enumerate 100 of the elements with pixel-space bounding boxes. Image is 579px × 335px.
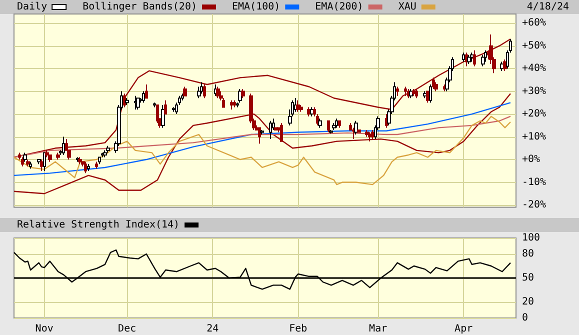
candlestick: [280, 122, 283, 142]
candlestick: [233, 100, 236, 108]
candlestick: [357, 129, 361, 133]
candlestick: [432, 77, 435, 90]
candlestick: [161, 104, 165, 128]
candlestick: [164, 100, 167, 115]
candlestick: [98, 156, 101, 165]
candlestick: [56, 152, 60, 160]
candlestick: [332, 122, 336, 130]
y-tick-label: +0%: [522, 154, 540, 166]
legend-label: XAU: [398, 2, 416, 12]
candlestick: [87, 164, 90, 172]
candlestick: [40, 159, 43, 172]
candlestick: [62, 136, 65, 156]
candlestick: [368, 132, 372, 142]
line-series: [13, 116, 512, 186]
x-tick-label: Nov: [35, 324, 54, 334]
candlestick: [327, 120, 330, 133]
candlestick: [423, 90, 427, 99]
candlestick: [26, 159, 30, 167]
candlestick: [354, 120, 358, 136]
candlestick: [412, 88, 416, 96]
y-tick-label: +30%: [522, 86, 546, 97]
candlestick: [426, 90, 429, 104]
candlestick: [318, 118, 322, 128]
candlestick: [338, 120, 341, 128]
candlestick: [484, 50, 487, 62]
candlestick: [465, 52, 468, 67]
x-tick-label: Feb: [289, 324, 308, 334]
candlestick: [21, 156, 24, 167]
y-tick-label: 0: [522, 312, 528, 324]
x-tick-label: Apr: [454, 324, 473, 334]
candlestick: [200, 82, 203, 94]
candlestick: [95, 161, 98, 170]
candlestick: [153, 102, 156, 108]
candlestick: [181, 93, 184, 101]
candlestick: [467, 54, 471, 65]
y-tick-label: +20%: [522, 108, 546, 120]
candlestick: [434, 82, 438, 92]
candlestick: [365, 129, 369, 138]
candlestick: [481, 54, 485, 67]
y-tick-label: 100: [522, 232, 540, 244]
candlestick: [142, 90, 145, 104]
candlestick: [183, 86, 187, 96]
candlestick: [473, 50, 476, 67]
x-tick-label: Dec: [118, 324, 136, 334]
line-series: [13, 92, 512, 194]
candlestick: [241, 88, 245, 99]
candlestick: [123, 93, 126, 108]
y-tick-label: 50: [522, 272, 534, 284]
candlestick: [230, 100, 234, 110]
candlestick: [409, 88, 413, 99]
candlestick: [136, 98, 140, 110]
y-tick-label: -20%: [522, 200, 546, 210]
candlestick: [462, 52, 465, 62]
candlestick: [197, 86, 201, 99]
candlestick: [335, 118, 338, 128]
candlestick: [385, 114, 388, 128]
candlestick: [125, 98, 129, 106]
candlestick: [260, 129, 264, 136]
candlestick: [299, 104, 303, 112]
candlestick: [470, 52, 474, 62]
candlestick: [43, 152, 46, 172]
candlestick: [84, 161, 87, 174]
candlestick: [23, 152, 27, 162]
candlestick: [48, 154, 52, 162]
x-tick-label: 24: [206, 324, 219, 334]
candlestick: [134, 95, 137, 110]
y-tick-label: -10%: [522, 176, 546, 188]
line-series: [13, 116, 512, 158]
candlestick: [156, 104, 159, 124]
candlestick: [29, 161, 32, 170]
candlestick: [269, 120, 272, 140]
line-series: [13, 102, 512, 176]
candlestick: [37, 159, 41, 165]
candlestick: [236, 102, 239, 108]
candlestick: [203, 84, 206, 99]
y-tick-label: 20: [522, 296, 534, 308]
x-tick-label: Mar: [369, 324, 388, 334]
candlestick: [172, 106, 176, 112]
candlestick: [371, 129, 374, 140]
candlestick: [352, 127, 355, 140]
legend-label: Bollinger Bands(20): [82, 2, 197, 12]
candlestick: [78, 156, 82, 165]
candlestick: [404, 86, 407, 96]
candlestick: [415, 88, 418, 99]
candlestick: [216, 86, 220, 99]
text: 4/18/24: [526, 2, 570, 12]
legend-label: EMA(200): [315, 2, 364, 12]
candlestick: [396, 86, 399, 96]
legend-label: Daily: [16, 2, 48, 12]
y-tick-label: +50%: [522, 40, 546, 52]
y-tick-label: +10%: [522, 131, 546, 142]
candlestick: [76, 156, 79, 162]
candlestick: [238, 88, 242, 104]
y-tick-label: 80: [522, 248, 534, 260]
candlestick: [145, 84, 148, 99]
candlestick: [103, 150, 107, 158]
y-tick-label: +40%: [522, 63, 546, 74]
candlestick: [443, 84, 446, 92]
